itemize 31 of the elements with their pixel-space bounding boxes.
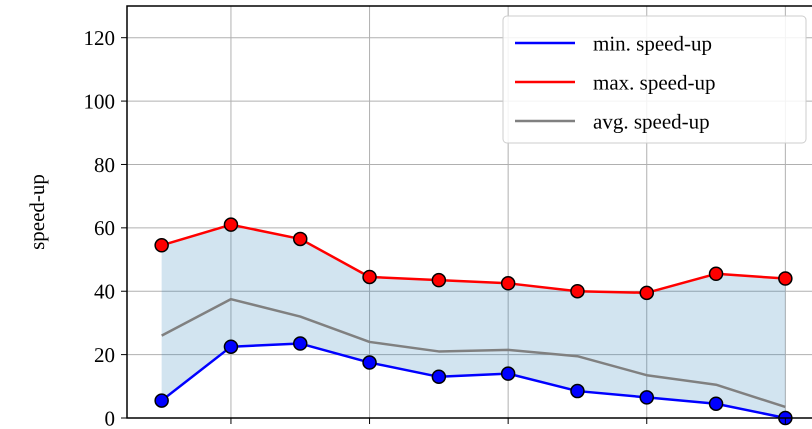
point	[500, 366, 516, 381]
legend-label: max. speed-up	[593, 70, 716, 94]
y-tick-label: 60	[94, 216, 115, 240]
point	[708, 266, 724, 282]
point	[432, 272, 446, 288]
point	[570, 284, 585, 298]
y-tick-label: 40	[94, 280, 115, 304]
point	[640, 286, 654, 300]
y-tick-label: 120	[84, 26, 115, 50]
point	[778, 271, 793, 286]
point	[640, 390, 654, 405]
point	[224, 217, 238, 232]
point	[362, 270, 377, 284]
point	[293, 336, 308, 351]
point	[224, 339, 238, 354]
point	[708, 396, 724, 411]
y-tick-label: 20	[94, 342, 115, 367]
point	[293, 232, 308, 246]
y-tick-label: 80	[94, 152, 115, 177]
point	[570, 384, 585, 398]
y-axis-title: speed-up	[25, 174, 49, 250]
legend-label: avg. speed-up	[593, 109, 710, 134]
line-series	[160, 298, 787, 408]
point	[362, 355, 377, 370]
y-tick-label: 100	[84, 89, 115, 114]
point	[154, 238, 169, 253]
legend-label: min. speed-up	[593, 31, 712, 56]
point	[432, 370, 446, 384]
point	[500, 276, 516, 291]
point	[154, 393, 169, 408]
y-tick-label: 0	[104, 406, 115, 429]
